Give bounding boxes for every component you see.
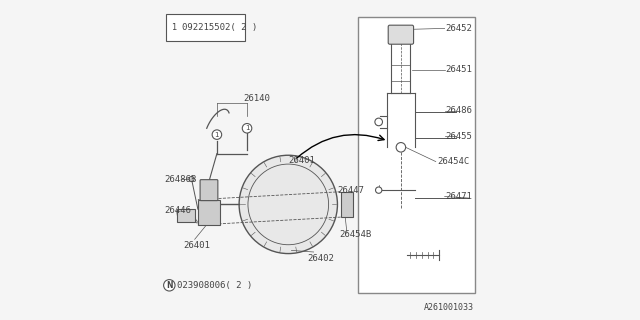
Bar — [358, 17, 476, 293]
Text: 1: 1 — [244, 125, 250, 131]
Text: 26486B: 26486B — [164, 174, 197, 184]
Text: 26452: 26452 — [445, 24, 472, 33]
Text: 092215502( 2 ): 092215502( 2 ) — [182, 23, 257, 32]
Text: 1: 1 — [171, 23, 176, 32]
Text: N: N — [166, 281, 173, 290]
Circle shape — [248, 164, 328, 245]
Text: 1: 1 — [214, 132, 219, 138]
Circle shape — [375, 118, 383, 126]
Text: 26140: 26140 — [243, 94, 270, 103]
Circle shape — [212, 130, 221, 140]
Text: 26402: 26402 — [307, 254, 334, 263]
Circle shape — [168, 22, 179, 33]
Text: 26446: 26446 — [164, 206, 191, 215]
Text: 26401: 26401 — [184, 241, 211, 250]
Text: 26471: 26471 — [445, 192, 472, 201]
FancyBboxPatch shape — [200, 180, 218, 201]
Text: 26455: 26455 — [445, 132, 472, 141]
FancyBboxPatch shape — [166, 14, 246, 41]
Circle shape — [396, 142, 406, 152]
Circle shape — [243, 124, 252, 133]
Text: 26451: 26451 — [445, 65, 472, 74]
Text: A261001033: A261001033 — [424, 303, 474, 312]
Text: 26447: 26447 — [337, 186, 364, 195]
Circle shape — [189, 177, 194, 181]
Bar — [198, 200, 220, 225]
Text: 26486: 26486 — [445, 106, 472, 115]
Circle shape — [376, 187, 382, 193]
Circle shape — [239, 155, 337, 253]
Bar — [177, 209, 195, 222]
Circle shape — [164, 280, 175, 291]
Bar — [340, 192, 353, 217]
Text: 26454C: 26454C — [437, 157, 470, 166]
Text: 26454B: 26454B — [339, 230, 371, 239]
FancyBboxPatch shape — [388, 25, 413, 44]
Text: 023908006( 2 ): 023908006( 2 ) — [177, 281, 253, 290]
Text: 26401: 26401 — [288, 156, 315, 164]
